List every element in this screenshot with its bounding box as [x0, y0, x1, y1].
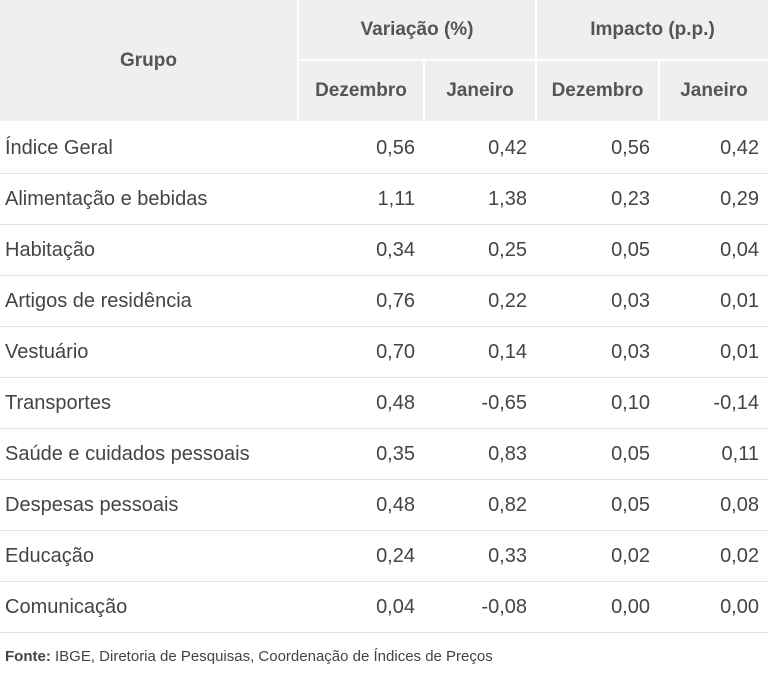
- cell-impacto-janeiro: 0,04: [659, 224, 768, 276]
- cell-variacao-dezembro: 0,24: [298, 530, 424, 582]
- header-variacao-dezembro: Dezembro: [298, 60, 425, 123]
- cell-impacto-janeiro: 0,29: [659, 173, 768, 225]
- cell-variacao-janeiro: 0,14: [424, 326, 536, 378]
- cell-variacao-dezembro: 0,48: [298, 479, 424, 531]
- cell-impacto-dezembro: 0,05: [536, 224, 659, 276]
- cell-variacao-dezembro: 0,34: [298, 224, 424, 276]
- table-row: Vestuário 0,70 0,14 0,03 0,01: [0, 326, 768, 378]
- header-impacto: Impacto (p.p.): [536, 0, 768, 61]
- cell-variacao-janeiro: 0,25: [424, 224, 536, 276]
- cell-impacto-dezembro: 0,03: [536, 275, 659, 327]
- cell-impacto-janeiro: 0,11: [659, 428, 768, 480]
- ipca-table: Grupo Variação (%) Impacto (p.p.) Dezemb…: [0, 0, 768, 633]
- cell-impacto-janeiro: 0,01: [659, 326, 768, 378]
- cell-impacto-janeiro: 0,08: [659, 479, 768, 531]
- cell-grupo: Habitação: [0, 224, 298, 276]
- table-row: Transportes 0,48 -0,65 0,10 -0,14: [0, 377, 768, 429]
- table-header: Grupo Variação (%) Impacto (p.p.) Dezemb…: [0, 0, 768, 123]
- table-row: Índice Geral 0,56 0,42 0,56 0,42: [0, 122, 768, 174]
- table-row: Educação 0,24 0,33 0,02 0,02: [0, 530, 768, 582]
- cell-variacao-janeiro: 0,33: [424, 530, 536, 582]
- cell-impacto-janeiro: -0,14: [659, 377, 768, 429]
- cell-variacao-dezembro: 0,04: [298, 581, 424, 633]
- cell-variacao-janeiro: 1,38: [424, 173, 536, 225]
- table-row: Alimentação e bebidas 1,11 1,38 0,23 0,29: [0, 173, 768, 225]
- cell-variacao-dezembro: 0,70: [298, 326, 424, 378]
- cell-impacto-dezembro: 0,00: [536, 581, 659, 633]
- cell-impacto-janeiro: 0,01: [659, 275, 768, 327]
- table-body: Índice Geral 0,56 0,42 0,56 0,42 Alimentação …: [0, 122, 768, 633]
- header-impacto-janeiro: Janeiro: [659, 60, 768, 123]
- cell-variacao-janeiro: -0,65: [424, 377, 536, 429]
- cell-impacto-dezembro: 0,56: [536, 122, 659, 174]
- cell-grupo: Índice Geral: [0, 122, 298, 174]
- cell-impacto-janeiro: 0,42: [659, 122, 768, 174]
- table-row: Saúde e cuidados pessoais 0,35 0,83 0,05 0,1…: [0, 428, 768, 480]
- cell-grupo: Transportes: [0, 377, 298, 429]
- header-impacto-dezembro: Dezembro: [536, 60, 660, 123]
- cell-variacao-janeiro: 0,22: [424, 275, 536, 327]
- cell-impacto-janeiro: 0,02: [659, 530, 768, 582]
- cell-variacao-dezembro: 1,11: [298, 173, 424, 225]
- source-note: Fonte: IBGE, Diretoria de Pesquisas, Coo…: [0, 633, 768, 665]
- header-variacao: Variação (%): [298, 0, 537, 61]
- cell-grupo: Vestuário: [0, 326, 298, 378]
- cell-impacto-dezembro: 0,02: [536, 530, 659, 582]
- source-label: Fonte:: [5, 648, 51, 665]
- cell-grupo: Comunicação: [0, 581, 298, 633]
- cell-variacao-dezembro: 0,56: [298, 122, 424, 174]
- cell-impacto-janeiro: 0,00: [659, 581, 768, 633]
- table-row: Comunicação 0,04 -0,08 0,00 0,00: [0, 581, 768, 633]
- cell-impacto-dezembro: 0,10: [536, 377, 659, 429]
- header-variacao-janeiro: Janeiro: [424, 60, 537, 123]
- cell-grupo: Despesas pessoais: [0, 479, 298, 531]
- header-grupo: Grupo: [0, 0, 299, 123]
- cell-impacto-dezembro: 0,05: [536, 479, 659, 531]
- cell-impacto-dezembro: 0,23: [536, 173, 659, 225]
- cell-variacao-dezembro: 0,76: [298, 275, 424, 327]
- cell-impacto-dezembro: 0,05: [536, 428, 659, 480]
- cell-grupo: Saúde e cuidados pessoais: [0, 428, 298, 480]
- cell-grupo: Educação: [0, 530, 298, 582]
- ipca-table-container: Grupo Variação (%) Impacto (p.p.) Dezemb…: [0, 0, 768, 633]
- source-text: IBGE, Diretoria de Pesquisas, Coordenaçã…: [50, 648, 493, 665]
- cell-variacao-janeiro: 0,83: [424, 428, 536, 480]
- cell-grupo: Artigos de residência: [0, 275, 298, 327]
- cell-variacao-janeiro: -0,08: [424, 581, 536, 633]
- table-row: Despesas pessoais 0,48 0,82 0,05 0,08: [0, 479, 768, 531]
- cell-impacto-dezembro: 0,03: [536, 326, 659, 378]
- table-row: Habitação 0,34 0,25 0,05 0,04: [0, 224, 768, 276]
- cell-variacao-janeiro: 0,42: [424, 122, 536, 174]
- table-row: Artigos de residência 0,76 0,22 0,03 0,01: [0, 275, 768, 327]
- cell-variacao-dezembro: 0,48: [298, 377, 424, 429]
- cell-grupo: Alimentação e bebidas: [0, 173, 298, 225]
- cell-variacao-dezembro: 0,35: [298, 428, 424, 480]
- cell-variacao-janeiro: 0,82: [424, 479, 536, 531]
